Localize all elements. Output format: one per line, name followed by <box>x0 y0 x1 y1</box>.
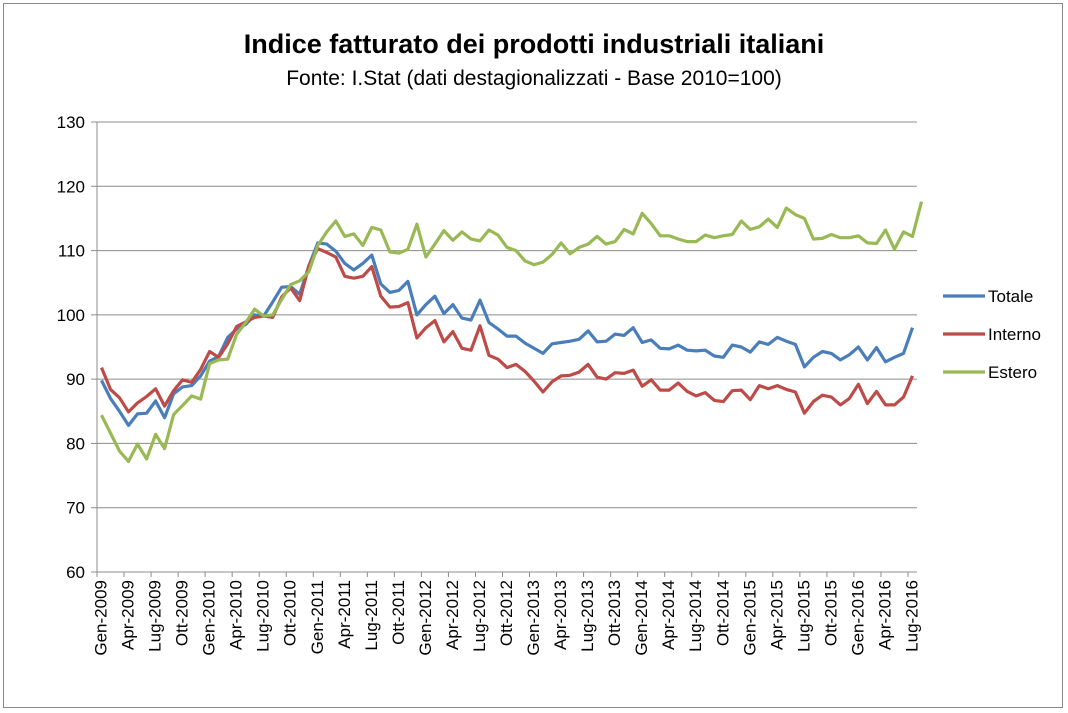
x-tick-label: Ott-2014 <box>713 580 732 646</box>
x-tick-label: Gen-2012 <box>416 580 435 656</box>
chart-frame <box>3 3 1063 708</box>
x-tick-label: Apr-2011 <box>335 580 354 649</box>
x-tick-label: Apr-2015 <box>767 580 786 650</box>
x-tick-label: Apr-2012 <box>443 580 462 650</box>
x-tick-label: Gen-2011 <box>308 580 327 654</box>
axes <box>91 121 917 577</box>
x-tick-label: Apr-2010 <box>227 580 246 650</box>
x-tick-label: Lug-2014 <box>686 580 705 652</box>
y-tick-label: 130 <box>57 113 85 132</box>
x-tick-label: Apr-2016 <box>875 580 894 650</box>
y-tick-label: 60 <box>66 563 85 582</box>
x-tick-label: Gen-2014 <box>632 580 651 656</box>
series-lines <box>100 201 924 463</box>
x-tick-label: Lug-2012 <box>470 580 489 652</box>
x-tick-label: Ott-2011 <box>389 580 408 645</box>
legend: Totale Interno Estero <box>943 287 1041 382</box>
series-line-estero <box>100 201 924 463</box>
x-tick-label: Lug-2015 <box>794 580 813 652</box>
y-tick-label: 110 <box>58 242 85 261</box>
x-tick-label: Apr-2009 <box>119 580 138 650</box>
x-tick-label: Apr-2013 <box>551 580 570 650</box>
x-tick-label: Lug-2011 <box>362 580 381 651</box>
x-tick-label: Ott-2013 <box>605 580 624 646</box>
y-tick-label: 80 <box>66 434 85 453</box>
series-line-interno <box>100 247 914 415</box>
y-tick-label: 100 <box>57 306 85 325</box>
x-tick-label: Ott-2015 <box>821 580 840 646</box>
x-tick-label: Ott-2009 <box>173 580 192 646</box>
grid-lines <box>97 121 917 509</box>
chart-subtitle: Fonte: I.Stat (dati destagionalizzati - … <box>286 67 782 90</box>
y-tick-labels: 60 70 80 90 100 110 120 130 <box>57 113 85 582</box>
x-tick-label: Gen-2016 <box>848 580 867 656</box>
x-tick-label: Gen-2009 <box>92 580 111 656</box>
y-tick-label: 70 <box>66 499 85 518</box>
series-line-totale <box>100 241 915 427</box>
x-tick-label: Gen-2010 <box>200 580 219 656</box>
x-tick-label: Ott-2010 <box>281 580 300 646</box>
x-tick-label: Gen-2013 <box>524 580 543 656</box>
x-tick-labels: Gen-2009 Apr-2009 Lug-2009 Ott-2009 Gen-2010… <box>92 580 922 656</box>
legend-label-estero: Estero <box>988 363 1037 382</box>
x-tick-label: Lug-2010 <box>254 580 273 652</box>
x-tick-label: Lug-2016 <box>902 580 921 652</box>
y-tick-label: 90 <box>66 370 85 389</box>
x-tick-label: Lug-2013 <box>578 580 597 652</box>
legend-label-totale: Totale <box>988 287 1033 306</box>
x-tick-label: Gen-2015 <box>740 580 759 656</box>
chart-title: Indice fatturato dei prodotti industrial… <box>243 29 825 59</box>
x-tick-label: Ott-2012 <box>497 580 516 646</box>
x-tick-label: Lug-2009 <box>146 580 165 652</box>
y-tick-label: 120 <box>57 177 85 196</box>
x-tick-label: Apr-2014 <box>659 580 678 650</box>
legend-label-interno: Interno <box>988 325 1041 344</box>
